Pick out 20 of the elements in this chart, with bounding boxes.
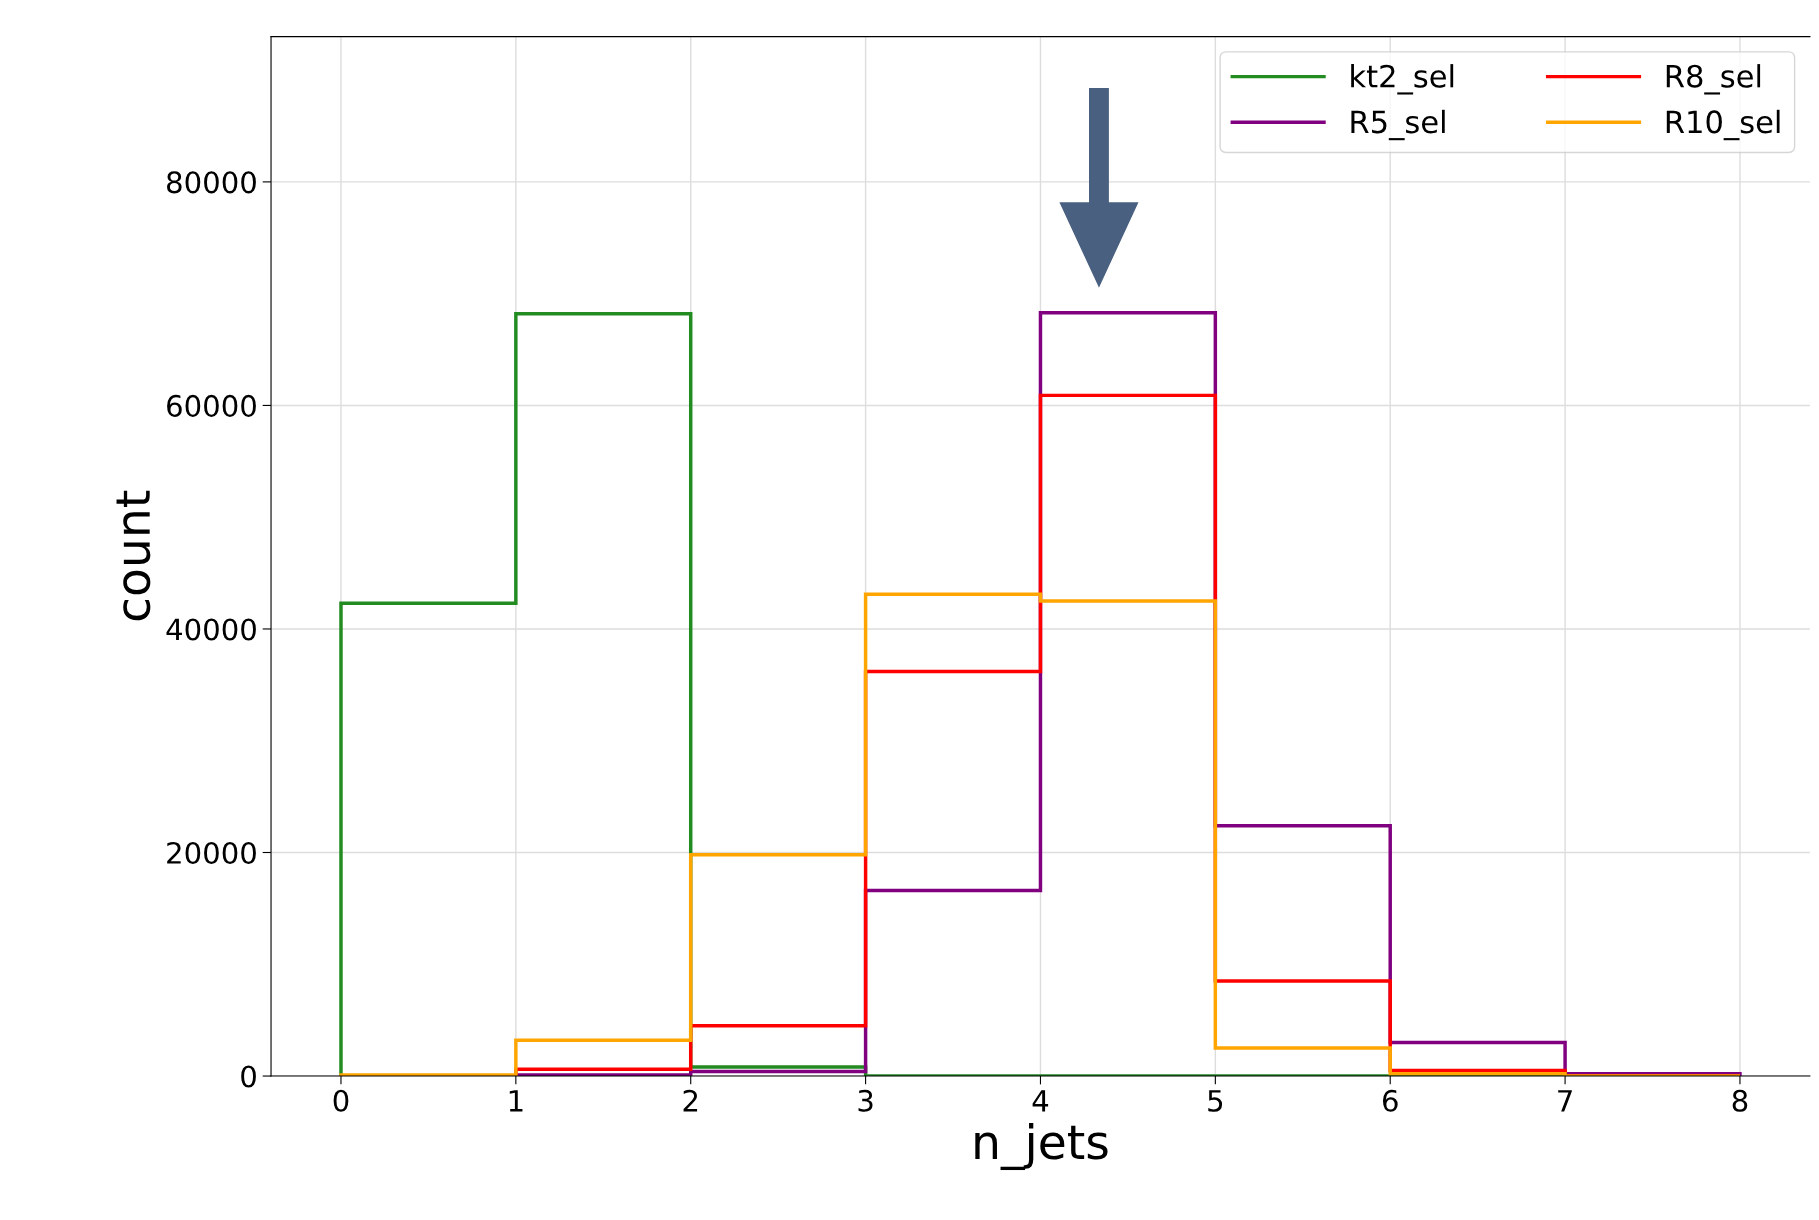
legend-label: R10_sel (1666, 109, 1780, 141)
x-tick-label: 7 (1558, 1090, 1572, 1112)
x-tick-label: 0 (333, 1089, 349, 1112)
legend-label: R8_sel (1666, 64, 1761, 95)
y-tick-label: 80000 (167, 171, 256, 194)
legend-label: kt2_sel (1351, 64, 1454, 95)
x-tick-label: 5 (1208, 1090, 1223, 1112)
x-tick-label: 1 (509, 1090, 523, 1112)
y-tick-label: 0 (241, 1065, 256, 1088)
y-tick-label: 20000 (167, 841, 256, 864)
y-axis-title: count (116, 490, 151, 621)
legend-label: R5_sel (1351, 109, 1445, 141)
y-tick-label: 40000 (166, 618, 256, 641)
x-tick-label: 4 (1032, 1090, 1049, 1112)
x-tick-label: 3 (858, 1089, 873, 1112)
y-tick-label: 60000 (167, 394, 256, 417)
x-tick-label: 8 (1732, 1089, 1748, 1112)
x-axis-title: n_jets (975, 1123, 1108, 1171)
x-tick-label: 2 (683, 1089, 698, 1112)
x-tick-label: 6 (1382, 1089, 1398, 1112)
